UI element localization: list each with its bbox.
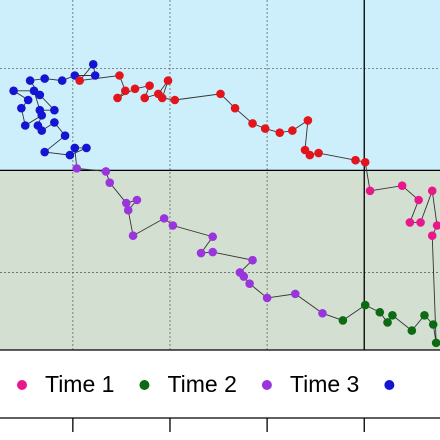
point — [365, 186, 375, 196]
point — [88, 59, 98, 69]
point — [196, 248, 206, 258]
legend-marker — [17, 380, 27, 390]
trajectory-connector — [364, 162, 371, 191]
point — [121, 198, 131, 208]
point — [40, 74, 49, 83]
point — [132, 195, 142, 205]
point — [113, 93, 122, 103]
point — [375, 307, 385, 317]
point — [388, 311, 397, 320]
point — [432, 221, 440, 230]
point — [35, 105, 45, 115]
legend-label: Time 2 — [167, 371, 236, 397]
region-below — [0, 170, 440, 350]
point — [235, 268, 245, 277]
point — [128, 231, 138, 241]
point — [50, 105, 59, 115]
point — [50, 118, 59, 127]
point — [338, 316, 348, 325]
legend-marker — [261, 380, 272, 390]
point — [405, 218, 415, 227]
point — [262, 293, 272, 303]
point — [360, 300, 370, 310]
point — [157, 93, 167, 103]
point — [208, 232, 218, 242]
legend-marker — [384, 380, 395, 390]
point — [57, 76, 67, 85]
point — [82, 143, 91, 153]
point — [23, 95, 33, 105]
point — [427, 186, 437, 196]
point — [90, 71, 100, 80]
point — [159, 214, 169, 223]
point — [318, 308, 327, 318]
point — [397, 181, 407, 191]
point — [290, 289, 300, 299]
point — [383, 318, 392, 327]
point — [120, 86, 130, 96]
point — [17, 103, 26, 113]
point — [65, 150, 75, 160]
point — [70, 143, 80, 153]
point — [115, 71, 124, 80]
point — [230, 103, 240, 113]
point — [407, 326, 417, 335]
point — [130, 84, 140, 94]
point — [260, 124, 270, 133]
point — [72, 164, 82, 173]
point — [303, 116, 313, 125]
point — [20, 121, 30, 130]
point — [275, 128, 285, 137]
legend-label: Time 3 — [290, 371, 359, 397]
point — [288, 126, 297, 135]
point — [414, 195, 423, 205]
point — [351, 155, 360, 165]
point — [33, 121, 43, 130]
point — [314, 148, 323, 158]
point — [216, 89, 225, 99]
point — [420, 311, 429, 320]
region-above — [0, 0, 440, 171]
point — [163, 76, 173, 85]
point — [60, 131, 70, 141]
point — [170, 95, 180, 105]
legend-label: Time 1 — [45, 371, 114, 397]
point — [40, 147, 49, 157]
point — [248, 119, 257, 128]
point — [428, 320, 438, 329]
point — [25, 76, 35, 85]
point — [168, 221, 178, 230]
point — [427, 231, 437, 241]
point — [75, 76, 84, 85]
point — [245, 279, 254, 288]
point — [35, 90, 45, 100]
point — [208, 247, 218, 257]
point — [145, 81, 154, 91]
point — [9, 86, 18, 96]
point — [105, 178, 115, 187]
point — [360, 157, 370, 167]
point — [305, 150, 315, 160]
point — [140, 93, 150, 103]
point — [416, 218, 425, 227]
legend-marker — [139, 380, 150, 390]
point — [123, 205, 133, 215]
point — [248, 255, 257, 265]
point — [431, 338, 440, 348]
point — [101, 167, 111, 176]
